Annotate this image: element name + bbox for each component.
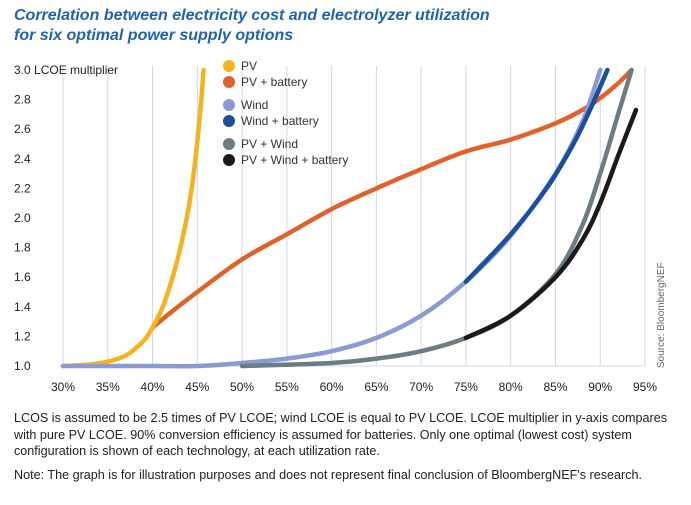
series-line-wind-battery: [463, 67, 610, 284]
disclaimer-note: Note: The graph is for illustration purp…: [14, 467, 642, 482]
series-line-pv: [60, 67, 206, 369]
y-tick-label: 2.0: [14, 211, 31, 225]
legend-label-pv-wind: PV + Wind: [241, 137, 298, 151]
legend-marker-pv-battery: [223, 76, 235, 88]
series-line-pv-wind-battery: [463, 107, 639, 341]
y-tick-label: 1.4: [14, 300, 31, 314]
y-tick-label: 2.2: [14, 181, 31, 195]
x-axis-ticks: 30% 35% 40% 45% 50% 55% 60% 65% 70% 75% 80% 85% 90% 9…: [51, 380, 657, 394]
legend-label-wind: Wind: [241, 98, 268, 112]
x-tick-label: 75%: [454, 380, 478, 394]
chart-series: [60, 67, 639, 369]
x-tick-label: 80%: [499, 380, 523, 394]
chart-notes: LCOS is assumed to be 2.5 times of PV LC…: [14, 410, 684, 490]
x-tick-label: 35%: [96, 380, 120, 394]
x-tick-label: 45%: [185, 380, 209, 394]
y-tick-label: 1.6: [14, 270, 31, 284]
y-tick-label: 2.6: [14, 122, 31, 136]
legend-marker-wind-battery: [223, 115, 235, 127]
x-tick-label: 90%: [588, 380, 612, 394]
source-label: Source: BloombergNEF: [656, 262, 667, 368]
y-tick-label: 1.0: [14, 359, 31, 373]
legend-marker-pv: [223, 60, 235, 72]
legend-label-wind-battery: Wind + battery: [241, 114, 319, 128]
chart-gridlines: [59, 66, 646, 367]
y-axis-ticks: 1.0 1.2 1.4 1.6 1.8 2.0 2.2 2.4 2.6 2.8 3.0 LCOE m…: [14, 63, 118, 373]
x-tick-label: 70%: [409, 380, 433, 394]
chart-title-line-2: for six optimal power supply options: [14, 27, 294, 44]
y-tick-label: 1.2: [14, 329, 31, 343]
legend-label-pv-wind-battery: PV + Wind + battery: [241, 153, 348, 167]
x-tick-label: 85%: [543, 380, 567, 394]
x-tick-label: 40%: [141, 380, 165, 394]
x-tick-label: 60%: [320, 380, 344, 394]
line-chart: 1.0 1.2 1.4 1.6 1.8 2.0 2.2 2.4 2.6 2.8 3.0 LCOE m…: [14, 59, 667, 394]
x-tick-label: 55%: [275, 380, 299, 394]
chart-title: Correlation between electricity cost and…: [14, 6, 614, 46]
legend-marker-pv-wind: [223, 138, 235, 150]
chart-title-line-1: Correlation between electricity cost and…: [14, 7, 490, 24]
x-tick-label: 65%: [364, 380, 388, 394]
x-tick-label: 95%: [633, 380, 657, 394]
x-tick-label: 30%: [51, 380, 75, 394]
y-tick-label: 2.8: [14, 93, 31, 107]
y-tick-label: 1.8: [14, 241, 31, 255]
legend-label-pv: PV: [241, 59, 257, 73]
y-tick-label: 2.4: [14, 152, 31, 166]
legend-label-pv-battery: PV + battery: [241, 75, 307, 89]
assumptions-note: LCOS is assumed to be 2.5 times of PV LC…: [14, 411, 668, 458]
x-tick-label: 50%: [230, 380, 254, 394]
chart-legend: PV PV + battery Wind Wind + battery PV + Win…: [223, 59, 348, 167]
legend-marker-pv-wind-battery: [223, 154, 235, 166]
legend-marker-wind: [223, 99, 235, 111]
y-tick-label: 3.0 LCOE multiplier: [14, 63, 118, 77]
